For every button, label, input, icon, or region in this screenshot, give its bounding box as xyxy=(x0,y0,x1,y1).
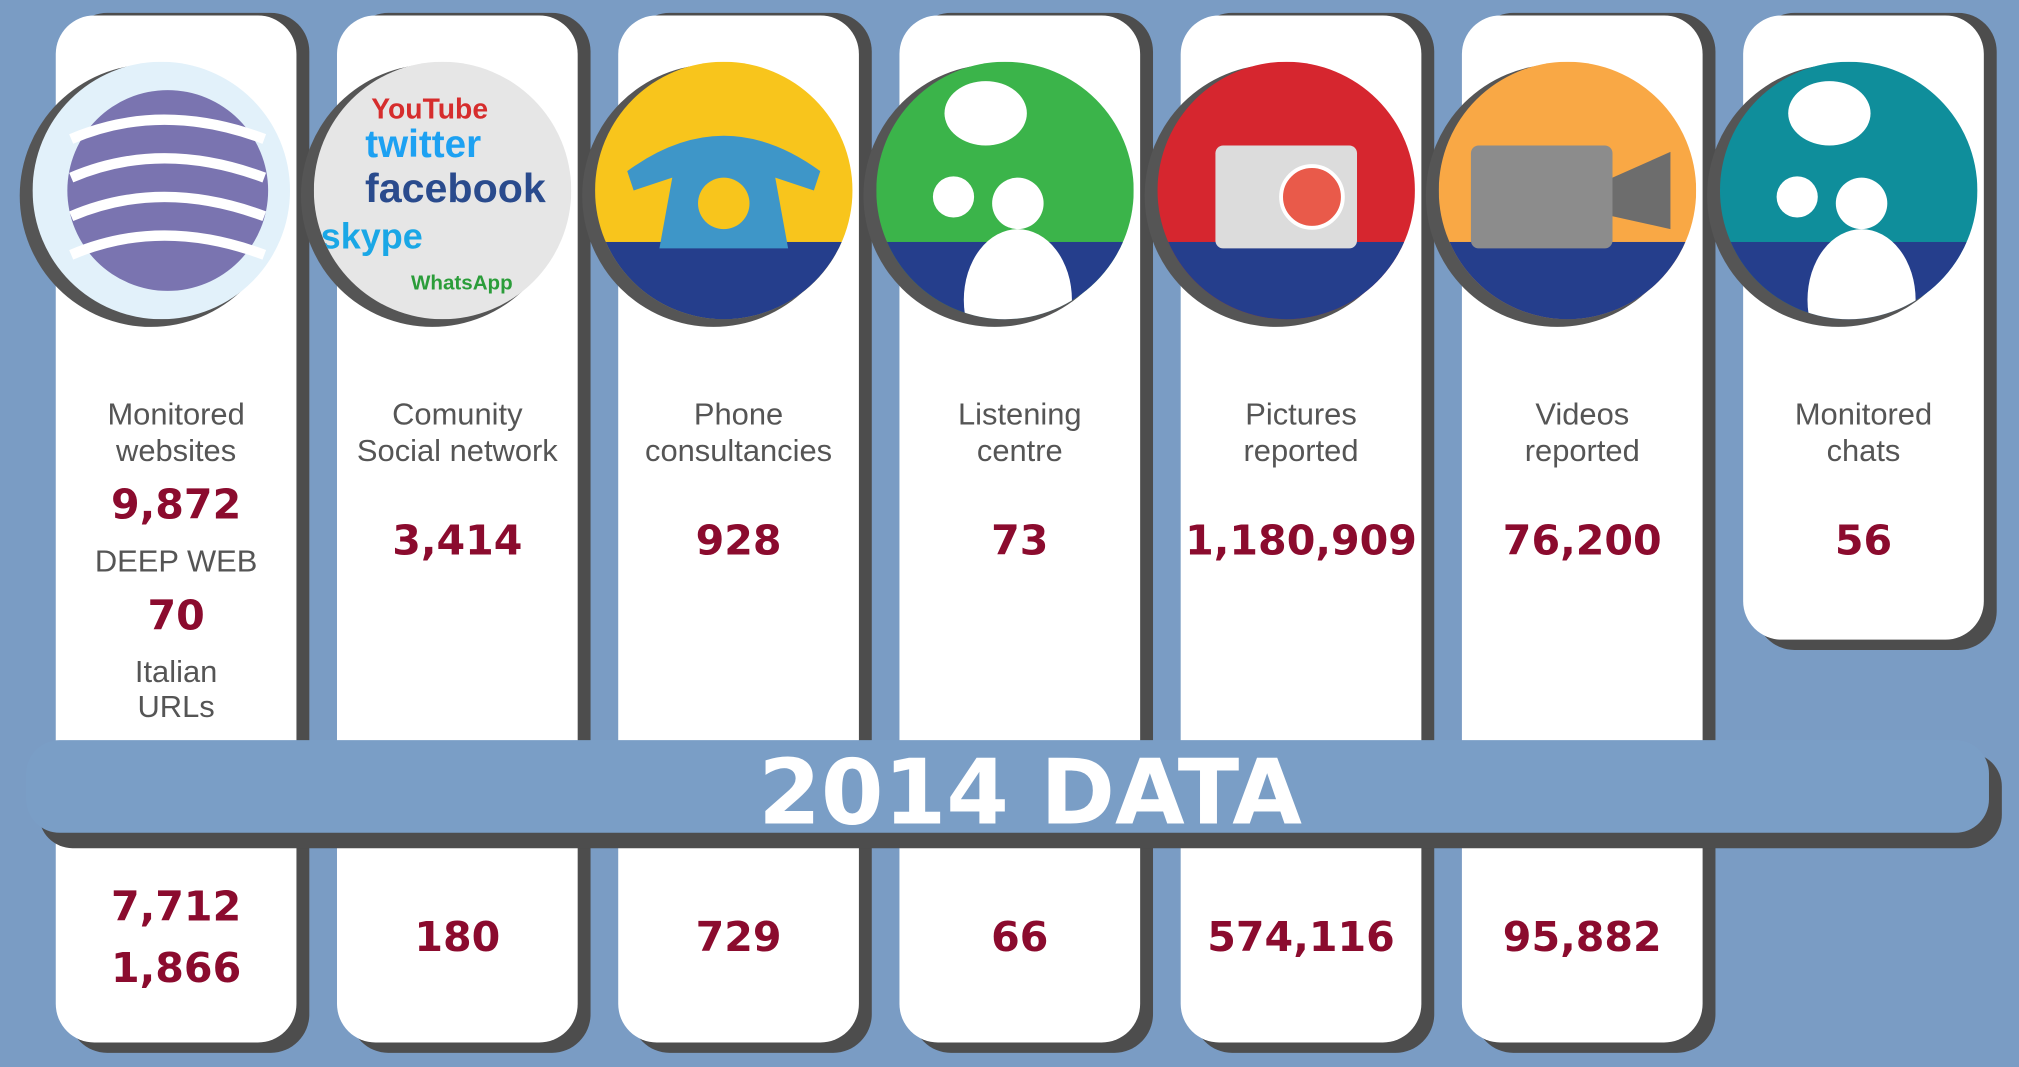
icon-text: skype xyxy=(321,215,423,256)
column-label: websites xyxy=(115,433,236,468)
icon-text: facebook xyxy=(365,165,546,211)
column-label: Comunity xyxy=(392,397,523,432)
note-line: URLs xyxy=(138,689,215,724)
bottom-value: 95,882 xyxy=(1503,913,1662,961)
bottom-value: 180 xyxy=(414,913,500,961)
infographic: Monitoredwebsites9,872DEEP WEB70ItalianU… xyxy=(0,0,2019,1067)
bubble xyxy=(945,81,1027,145)
value: 3,414 xyxy=(392,517,522,565)
column-label: Videos xyxy=(1535,397,1629,432)
value: 76,200 xyxy=(1503,517,1662,565)
column-label: Pictures xyxy=(1245,397,1357,432)
person-head xyxy=(1836,178,1887,229)
icon-text: YouTube xyxy=(371,92,488,124)
column-label: Phone xyxy=(694,397,783,432)
bottom-value: 66 xyxy=(991,913,1048,961)
column-label: Monitored xyxy=(1795,397,1932,432)
column-label: Monitored xyxy=(107,397,244,432)
bottom-value: 729 xyxy=(696,913,782,961)
value: 73 xyxy=(991,517,1048,565)
column-label: consultancies xyxy=(645,433,832,468)
bottom-value: 1,866 xyxy=(111,944,241,992)
dial xyxy=(698,178,749,229)
column-label: reported xyxy=(1525,433,1640,468)
column-label: chats xyxy=(1827,433,1901,468)
person-head xyxy=(992,178,1043,229)
value: 1,180,909 xyxy=(1185,517,1417,565)
title: 2014 DATA xyxy=(758,741,1302,846)
bottom-value: 574,116 xyxy=(1207,913,1395,961)
column-label: Social network xyxy=(357,433,558,468)
column-label: reported xyxy=(1244,433,1359,468)
bottom-value: 7,712 xyxy=(111,882,241,930)
bubble xyxy=(1788,81,1870,145)
icon-text: WhatsApp xyxy=(411,272,513,295)
value: 70 xyxy=(147,591,204,639)
person-head xyxy=(933,176,974,217)
column-label: Listening xyxy=(958,397,1082,432)
lens xyxy=(1281,166,1343,228)
video-camera xyxy=(1471,145,1613,248)
value: 56 xyxy=(1835,517,1892,565)
column-label: centre xyxy=(977,433,1063,468)
person-head xyxy=(1777,176,1818,217)
note: DEEP WEB xyxy=(95,543,257,578)
note-line: Italian xyxy=(135,654,217,689)
value: 9,872 xyxy=(111,481,241,529)
value: 928 xyxy=(696,517,782,565)
icon-text: twitter xyxy=(365,123,481,166)
page: Monitoredwebsites9,872DEEP WEB70ItalianU… xyxy=(0,0,2019,1067)
icon xyxy=(33,62,290,319)
